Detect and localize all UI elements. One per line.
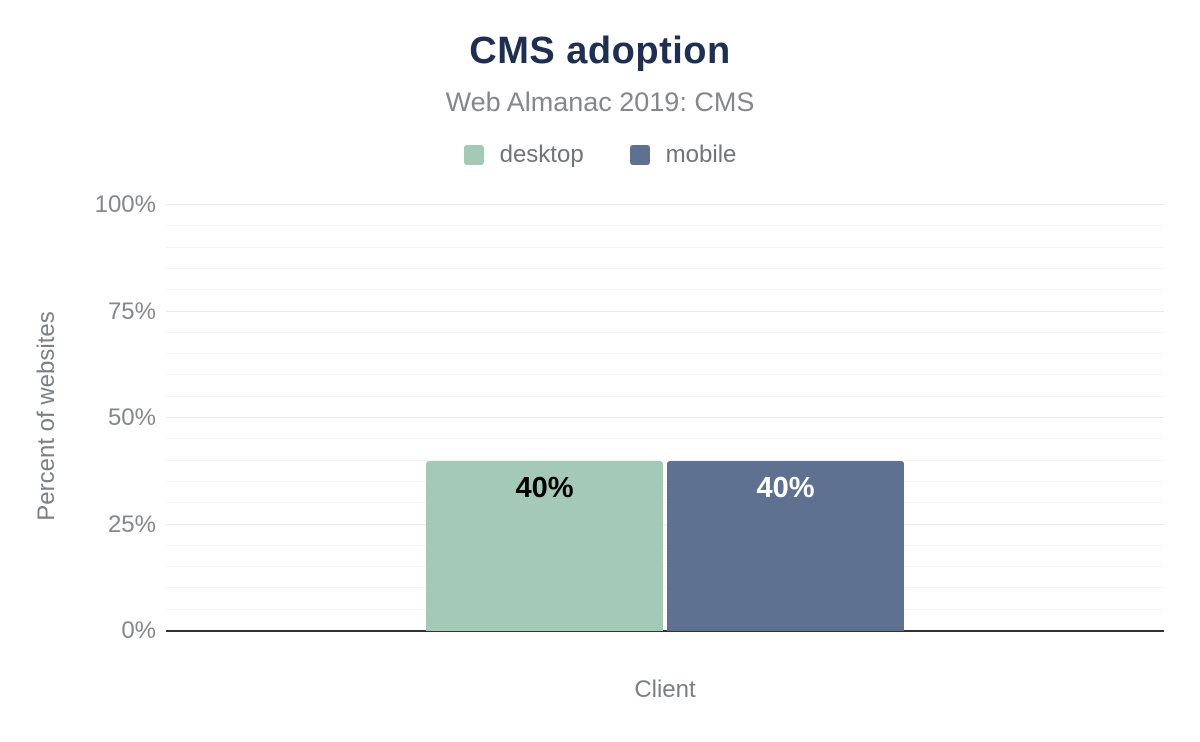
gridline-45 bbox=[166, 438, 1164, 440]
legend-label-mobile: mobile bbox=[665, 141, 737, 168]
gridline-10 bbox=[166, 587, 1164, 589]
gridline-5 bbox=[166, 608, 1164, 610]
plot-area: 40% 40% bbox=[166, 204, 1164, 632]
y-tick-100: 100% bbox=[94, 191, 156, 218]
gridline-30 bbox=[166, 502, 1164, 504]
bar-mobile: 40% bbox=[667, 461, 904, 631]
gridline-55 bbox=[166, 395, 1164, 397]
gridline-25 bbox=[166, 523, 1164, 525]
bar-value-label-mobile: 40% bbox=[756, 472, 815, 504]
gridline-90 bbox=[166, 246, 1164, 248]
legend-item-desktop: desktop bbox=[463, 141, 584, 169]
legend: desktop mobile bbox=[0, 141, 1200, 169]
y-tick-0: 0% bbox=[121, 617, 156, 644]
gridline-50 bbox=[166, 417, 1164, 418]
gridline-100 bbox=[166, 204, 1164, 205]
chart-subtitle: Web Almanac 2019: CMS bbox=[445, 87, 755, 117]
gridline-15 bbox=[166, 566, 1164, 568]
legend-label-desktop: desktop bbox=[499, 141, 584, 168]
gridline-40 bbox=[166, 459, 1164, 461]
legend-swatch-mobile-icon bbox=[629, 145, 650, 165]
gridline-20 bbox=[166, 544, 1164, 546]
x-axis-line bbox=[166, 630, 1164, 632]
x-axis-title: Client bbox=[634, 676, 696, 703]
y-tick-25: 25% bbox=[107, 511, 156, 538]
bar-value-label-desktop: 40% bbox=[515, 472, 574, 504]
y-tick-50: 50% bbox=[107, 404, 156, 431]
gridline-75 bbox=[166, 310, 1164, 312]
gridline-35 bbox=[166, 480, 1164, 482]
gridline-60 bbox=[166, 374, 1164, 376]
bar-desktop: 40% bbox=[426, 461, 663, 631]
gridline-70 bbox=[166, 331, 1164, 333]
gridline-80 bbox=[166, 289, 1164, 291]
gridline-95 bbox=[166, 225, 1164, 227]
gridline-85 bbox=[166, 267, 1164, 269]
y-tick-75: 75% bbox=[107, 298, 156, 325]
legend-swatch-desktop-icon bbox=[463, 145, 484, 165]
chart-title: CMS adoption bbox=[469, 30, 731, 72]
legend-item-mobile: mobile bbox=[629, 141, 737, 169]
gridline-65 bbox=[166, 353, 1164, 355]
